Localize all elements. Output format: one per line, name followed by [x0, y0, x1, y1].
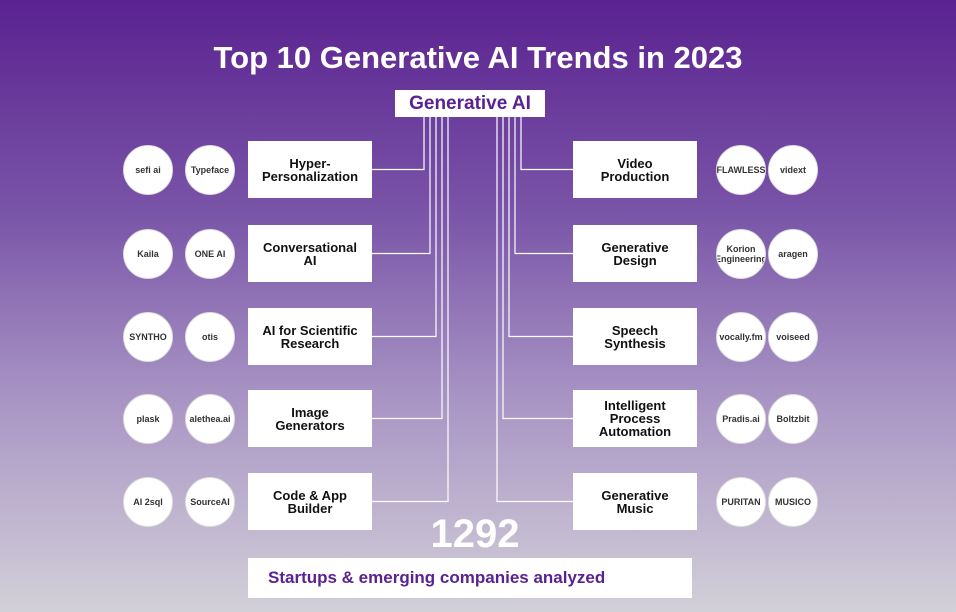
trend-box: Generative Design [573, 225, 697, 282]
company-logo: Pradis.ai [716, 393, 766, 444]
connector [520, 117, 573, 171]
trend-box: Generative Music [573, 473, 697, 530]
company-logo: vidext [768, 144, 818, 195]
connector [508, 117, 573, 338]
title: Top 10 Generative AI Trends in 2023 [213, 40, 743, 75]
trend-box: Code & App Builder [248, 473, 372, 530]
connector [514, 117, 573, 255]
count-caption: Startups & emerging companies analyzed [248, 558, 692, 598]
connector [372, 117, 425, 171]
connector [496, 117, 573, 503]
company-logo: sefi ai [123, 144, 173, 195]
company-logo: aragen [768, 228, 818, 279]
company-logo: Korion Engineering [716, 228, 766, 279]
company-logo: otis [185, 311, 235, 362]
company-logo: Typeface [185, 144, 235, 195]
company-logo: Kaila [123, 228, 173, 279]
trend-box: Video Production [573, 141, 697, 198]
company-logo: vocally.fm [716, 311, 766, 362]
company-logo: FLAWLESS [716, 144, 766, 195]
company-logo: SourceAI [185, 476, 235, 527]
connector [372, 117, 449, 503]
company-logo: voiseed [768, 311, 818, 362]
trend-box: Conversational AI [248, 225, 372, 282]
company-logo: PURITAN [716, 476, 766, 527]
trend-box: Speech Synthesis [573, 308, 697, 365]
company-logo: alethea.ai [185, 393, 235, 444]
connector [372, 117, 437, 338]
trend-box: Image Generators [248, 390, 372, 447]
company-logo: AI 2sql [123, 476, 173, 527]
company-logo: SYNTHO [123, 311, 173, 362]
trend-box: Hyper-Personalization [248, 141, 372, 198]
company-logo: plask [123, 393, 173, 444]
count: 1292 [430, 512, 520, 556]
connector [372, 117, 431, 255]
trend-box: AI for Scientific Research [248, 308, 372, 365]
company-logo: Boltzbit [768, 393, 818, 444]
connector [372, 117, 443, 420]
root-node: Generative AI [395, 90, 545, 117]
company-logo: MUSICO [768, 476, 818, 527]
company-logo: ONE AI [185, 228, 235, 279]
connector [502, 117, 573, 420]
trend-box: Intelligent Process Automation [573, 390, 697, 447]
